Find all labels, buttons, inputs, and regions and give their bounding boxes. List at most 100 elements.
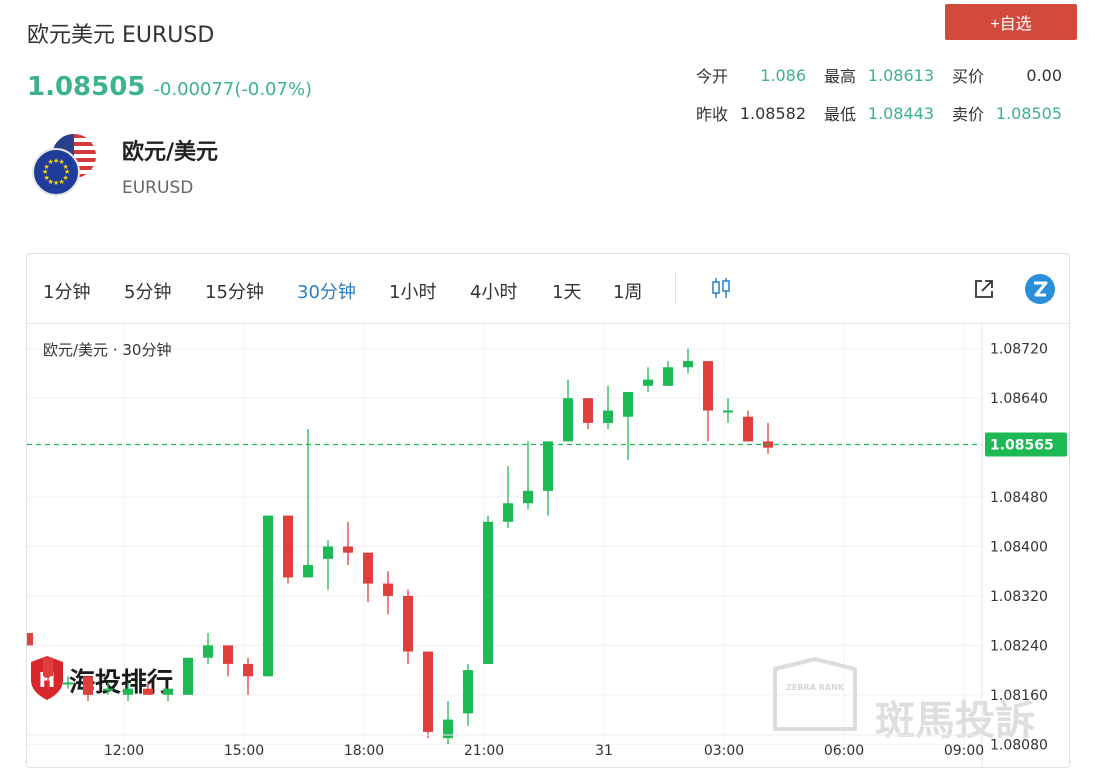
stat-value: 0.00 — [1026, 65, 1062, 85]
candle-body — [203, 645, 213, 658]
candle — [603, 385, 613, 430]
currency-flags: ★ ★ ★ ★ ★ ★ ★ ★ ★ ★ ★ ★ — [30, 132, 100, 202]
y-tick-label: 1.08240 — [990, 638, 1048, 654]
interval-tab[interactable]: 1分钟 — [43, 282, 91, 303]
pair-code: EURUSD — [122, 178, 194, 198]
stat-row: 今开 1.086 最高 1.08613 买价 0.00 — [690, 56, 1080, 94]
x-tick-label: 31 — [595, 743, 613, 759]
x-tick-label: 12:00 — [104, 743, 144, 759]
candle-body — [503, 503, 513, 522]
candle — [703, 361, 713, 442]
candle — [743, 410, 753, 442]
candle — [443, 701, 453, 745]
candle-body — [383, 583, 393, 596]
candle — [503, 466, 513, 528]
eu-flag-icon: ★ ★ ★ ★ ★ ★ ★ ★ ★ ★ ★ ★ — [32, 148, 80, 196]
candle — [723, 398, 733, 423]
chart-legend: 欧元/美元 · 30分钟 — [43, 341, 171, 359]
candle-body — [483, 521, 493, 664]
stat-value: 1.08505 — [995, 103, 1062, 123]
x-tick-label: 03:00 — [704, 743, 744, 759]
quote-stats: 今开 1.086 最高 1.08613 买价 0.00 昨收 1.08582 最低 1.08443… — [690, 56, 1080, 132]
last-price: 1.08505 — [27, 72, 146, 102]
x-tick-label: 21:00 — [464, 743, 504, 759]
page-title: 欧元美元 EURUSD — [27, 23, 215, 48]
candle-body — [703, 361, 713, 411]
candle-body — [283, 515, 293, 578]
candle-body — [643, 379, 653, 386]
candle — [763, 422, 773, 454]
candle-body — [423, 651, 433, 732]
candle-body — [343, 546, 353, 553]
candle — [683, 348, 693, 374]
right-watermark-text: 斑馬投訴 — [875, 698, 1035, 744]
candle — [543, 441, 553, 516]
candle-body — [583, 398, 593, 423]
add-watchlist-button[interactable]: +自选 — [945, 4, 1077, 40]
candle — [643, 367, 653, 392]
candlestick-chart[interactable]: H 海投排行 ZEBRA RANK斑馬投訴1.087201.086401.08480… — [27, 324, 1070, 768]
candle-body — [443, 719, 453, 739]
y-tick-label: 1.08320 — [990, 589, 1048, 605]
candle — [363, 552, 373, 603]
candle — [27, 633, 33, 646]
candle — [563, 379, 573, 442]
candle — [223, 645, 233, 677]
y-tick-label: 1.08080 — [990, 737, 1048, 753]
candle — [43, 657, 53, 689]
y-tick-label: 1.08720 — [990, 342, 1048, 358]
stat-label: 昨收 — [696, 105, 729, 124]
candle-body — [463, 670, 473, 714]
candlestick-type-icon[interactable] — [709, 276, 733, 300]
candle-body — [723, 410, 733, 413]
candle-body — [263, 515, 273, 677]
candle — [283, 515, 293, 584]
candle — [123, 682, 133, 702]
x-tick-label: 15:00 — [224, 743, 264, 759]
stat-value: 1.08443 — [867, 103, 934, 123]
candle — [103, 682, 113, 695]
interval-tab[interactable]: 30分钟 — [297, 282, 356, 303]
stat-label: 买价 — [952, 67, 985, 86]
candle — [63, 676, 73, 689]
stat-label: 今开 — [696, 67, 729, 86]
candle — [243, 657, 253, 695]
x-tick-label: 18:00 — [344, 743, 384, 759]
shield-logo-icon — [31, 656, 63, 700]
candle-body — [83, 676, 93, 695]
candle — [203, 633, 213, 664]
candle — [343, 521, 353, 566]
candle — [163, 688, 173, 702]
interval-tab[interactable]: 1周 — [613, 282, 643, 303]
candle — [263, 515, 273, 677]
interval-tab[interactable]: 1天 — [552, 282, 582, 303]
candle — [143, 682, 153, 695]
candle-body — [103, 688, 113, 691]
candle — [323, 540, 333, 590]
pair-info: ★ ★ ★ ★ ★ ★ ★ ★ ★ ★ ★ ★ 欧元/美元 EURUSD — [30, 132, 218, 202]
stat-label: 卖价 — [952, 105, 985, 124]
interval-tab[interactable]: 4小时 — [470, 282, 518, 303]
interval-tab[interactable]: 5分钟 — [124, 282, 172, 303]
candle — [623, 391, 633, 460]
candle-body — [163, 688, 173, 695]
tradingview-logo-icon[interactable] — [1025, 274, 1055, 304]
candle — [483, 515, 493, 664]
interval-tab[interactable]: 15分钟 — [205, 282, 264, 303]
candle-body — [323, 546, 333, 559]
candle-body — [403, 595, 413, 652]
candle — [523, 441, 533, 510]
zebra-badge-text: ZEBRA RANK — [786, 683, 845, 692]
y-tick-label: 1.08400 — [990, 540, 1048, 556]
x-tick-label: 09:00 — [944, 743, 984, 759]
candle — [383, 571, 393, 615]
interval-tab[interactable]: 1小时 — [389, 282, 437, 303]
candle — [663, 361, 673, 386]
candle — [423, 651, 433, 739]
stat-label: 最低 — [824, 105, 857, 124]
popout-icon[interactable] — [973, 278, 995, 300]
candle-body — [523, 490, 533, 504]
candle-body — [563, 398, 573, 442]
stat-label: 最高 — [824, 67, 857, 86]
candle-body — [743, 416, 753, 442]
